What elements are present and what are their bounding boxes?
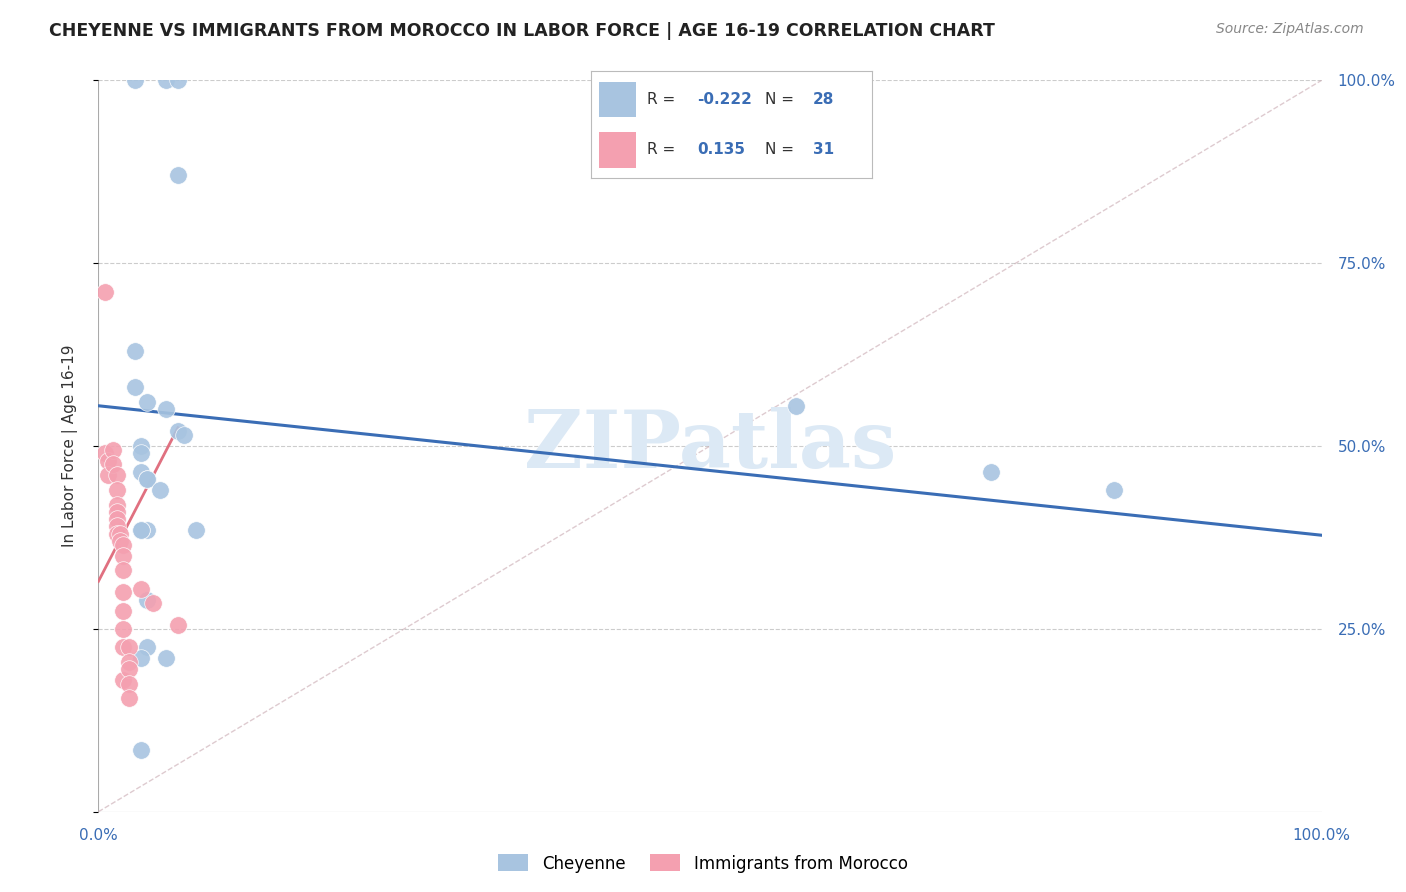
Point [111, 673, 134, 687]
Point [118, 691, 141, 706]
Point [129, 523, 152, 537]
Point [105, 498, 128, 512]
Point [167, 618, 190, 632]
Point [105, 468, 128, 483]
Text: 28: 28 [813, 92, 834, 107]
Point [129, 582, 152, 596]
Point [105, 526, 128, 541]
Point [129, 446, 152, 460]
Point [105, 483, 128, 497]
Point [93, 285, 115, 300]
Point [101, 442, 124, 457]
Point [155, 73, 177, 87]
Point [142, 596, 165, 610]
Point [111, 549, 134, 563]
Point [129, 742, 152, 756]
Text: 31: 31 [813, 142, 834, 157]
Point [105, 505, 128, 519]
Point [118, 662, 141, 676]
Point [136, 395, 159, 409]
Point [124, 380, 146, 394]
Text: R =: R = [647, 92, 681, 107]
Point [111, 640, 134, 655]
Text: ZIPatlas: ZIPatlas [524, 407, 896, 485]
Point [118, 640, 141, 655]
Point [136, 472, 159, 486]
Point [129, 523, 152, 537]
Point [173, 428, 195, 442]
Point [136, 640, 159, 655]
Point [129, 439, 152, 453]
Bar [599, 132, 636, 168]
Point [93, 446, 115, 460]
Point [980, 465, 1002, 479]
Point [149, 483, 172, 497]
Bar [599, 82, 636, 118]
Point [105, 519, 128, 533]
Text: N =: N = [765, 142, 799, 157]
Point [118, 676, 141, 690]
Point [155, 651, 177, 665]
Text: N =: N = [765, 92, 799, 107]
Point [110, 534, 132, 549]
Point [129, 651, 152, 665]
Point [124, 343, 146, 358]
Point [785, 399, 807, 413]
Point [167, 169, 190, 183]
Point [136, 472, 159, 486]
Point [124, 73, 146, 87]
Point [136, 523, 159, 537]
Point [155, 402, 177, 417]
Point [136, 592, 159, 607]
Text: Source: ZipAtlas.com: Source: ZipAtlas.com [1216, 22, 1364, 37]
Point [97, 468, 120, 483]
Point [1102, 483, 1125, 497]
Point [111, 603, 134, 617]
Text: R =: R = [647, 142, 681, 157]
Point [110, 526, 132, 541]
Point [186, 523, 208, 537]
Point [118, 655, 141, 669]
Point [111, 585, 134, 599]
Point [111, 563, 134, 577]
Text: CHEYENNE VS IMMIGRANTS FROM MOROCCO IN LABOR FORCE | AGE 16-19 CORRELATION CHART: CHEYENNE VS IMMIGRANTS FROM MOROCCO IN L… [49, 22, 995, 40]
Text: 0.135: 0.135 [697, 142, 745, 157]
Legend: Cheyenne, Immigrants from Morocco: Cheyenne, Immigrants from Morocco [492, 847, 914, 880]
Point [167, 73, 190, 87]
Point [167, 425, 190, 439]
Y-axis label: In Labor Force | Age 16-19: In Labor Force | Age 16-19 [62, 344, 77, 548]
Point [105, 512, 128, 526]
Point [101, 458, 124, 472]
Point [97, 453, 120, 467]
Text: -0.222: -0.222 [697, 92, 752, 107]
Point [111, 538, 134, 552]
Point [129, 465, 152, 479]
Point [111, 622, 134, 636]
